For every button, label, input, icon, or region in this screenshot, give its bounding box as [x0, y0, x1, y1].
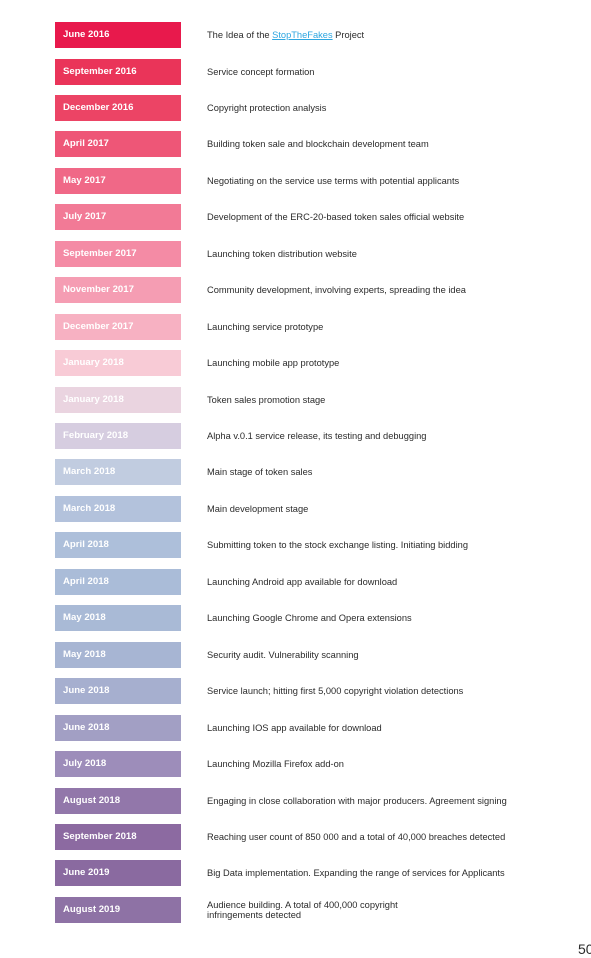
timeline-date-badge: January 2018 — [55, 350, 181, 377]
page-number: 50 — [578, 941, 591, 957]
timeline-date-badge: December 2017 — [55, 313, 181, 340]
timeline-row: April 2018 Submitting token to the stock … — [0, 532, 591, 559]
timeline-date-badge: June 2016 — [55, 22, 181, 48]
timeline-event-text: Launching Mozilla Firefox add-on — [207, 759, 344, 769]
timeline-event-text: Submitting token to the stock exchange l… — [207, 540, 468, 551]
timeline-date-badge: April 2018 — [55, 568, 181, 595]
timeline-event-text: Engaging in close collaboration with maj… — [207, 795, 507, 806]
timeline-row: June 2016 The Idea of the StopTheFakes Pr… — [0, 22, 591, 48]
timeline-row: January 2018 Launching mobile app prototy… — [0, 350, 591, 377]
timeline-event-text: Development of the ERC-20-based token sa… — [207, 212, 465, 223]
timeline-row: December 2017 Launching service prototype — [0, 313, 591, 340]
timeline-event-text: Copyright protection analysis — [207, 102, 327, 113]
timeline-row: September 2018 Reaching user count of 850… — [0, 823, 591, 850]
timeline-row: May 2018 Launching Google Chrome and Oper… — [0, 605, 591, 632]
timeline-event-text: Launching service prototype — [207, 321, 324, 332]
timeline-event-text: Service launch; hitting first 5,000 copy… — [207, 686, 464, 697]
timeline-row: April 2018 Launching Android app availabl… — [0, 568, 591, 595]
timeline-date-badge: May 2018 — [55, 641, 181, 668]
timeline-event-text: Launching Android app available for down… — [207, 576, 398, 587]
timeline-row: April 2017 Building token sale and blockc… — [0, 131, 591, 158]
timeline-row: July 2017 Development of the ERC-20-based… — [0, 204, 591, 231]
timeline-date-badge: November 2017 — [55, 277, 181, 304]
timeline-date-badge: July 2018 — [55, 751, 181, 777]
timeline-date-badge: May 2017 — [55, 167, 181, 194]
timeline-row: August 2019 Audience building. A total of… — [0, 896, 591, 926]
timeline-date-badge: September 2016 — [55, 58, 181, 85]
timeline-row: June 2018 Service launch; hitting first 5… — [0, 678, 591, 705]
timeline-event-text: Launching mobile app prototype — [207, 358, 340, 369]
timeline-date-badge: May 2018 — [55, 605, 181, 632]
timeline-event-text: Audience building. A total of 400,000 co… — [207, 897, 577, 926]
timeline-event-text: Alpha v.0.1 service release, its testing… — [207, 431, 427, 441]
timeline-row: June 2019 Big Data implementation. Expand… — [0, 860, 591, 887]
timeline-event-text: Big Data implementation. Expanding the r… — [207, 868, 505, 879]
timeline-row: June 2018 Launching IOS app available for… — [0, 714, 591, 741]
timeline-date-badge: February 2018 — [55, 423, 181, 449]
timeline-event-text: The Idea of the StopTheFakes Project — [207, 22, 577, 48]
timeline-date-badge: July 2017 — [55, 204, 181, 231]
timeline-row: December 2016 Copyright protection analys… — [0, 94, 591, 121]
timeline-row: May 2017 Negotiating on the service use t… — [0, 167, 591, 194]
timeline-event-text: Reaching user count of 850 000 and a tot… — [207, 831, 506, 842]
event-text-segment: The Idea of the — [207, 30, 273, 40]
timeline-date-badge: April 2018 — [55, 532, 181, 559]
timeline-event-text: Launching token distribution website — [207, 248, 357, 259]
timeline-date-badge: August 2018 — [55, 787, 181, 814]
event-text-line: Audience building. A total of 400,000 co… — [207, 899, 398, 910]
timeline-event-text: Launching Google Chrome and Opera extens… — [207, 613, 412, 624]
timeline-row: May 2018 Security audit. Vulnerability sc… — [0, 641, 591, 668]
timeline-row: March 2018 Main development stage — [0, 495, 591, 522]
timeline-date-badge: June 2018 — [55, 678, 181, 705]
timeline-event-text: Main stage of token sales — [207, 467, 313, 478]
timeline-row: November 2017 Community development, invo… — [0, 277, 591, 304]
timeline-date-badge: March 2018 — [55, 495, 181, 522]
timeline-row: March 2018 Main stage of token sales — [0, 459, 591, 486]
timeline-date-badge: December 2016 — [55, 94, 181, 121]
timeline-row: September 2016 Service concept formation — [0, 58, 591, 85]
timeline-date-badge: January 2018 — [55, 386, 181, 413]
timeline-event-text: Building token sale and blockchain devel… — [207, 139, 429, 150]
timeline-event-text: Negotiating on the service use terms wit… — [207, 175, 460, 186]
timeline-date-badge: September 2017 — [55, 240, 181, 267]
timeline-event-text: Main development stage — [207, 503, 309, 514]
timeline-date-badge: August 2019 — [55, 896, 181, 923]
timeline-row: August 2018 Engaging in close collaborati… — [0, 787, 591, 814]
timeline-event-text: Token sales promotion stage — [207, 394, 326, 405]
timeline-event-text: Launching IOS app available for download — [207, 722, 382, 733]
timeline-row: February 2018 Alpha v.0.1 service release… — [0, 423, 591, 449]
timeline-date-badge: June 2018 — [55, 714, 181, 741]
timeline-event-text: Security audit. Vulnerability scanning — [207, 649, 359, 660]
event-text-segment: Project — [332, 30, 365, 40]
timeline-event-text: Community development, involving experts… — [207, 285, 466, 296]
timeline-row: September 2017 Launching token distributi… — [0, 240, 591, 267]
timeline-event-text: Service concept formation — [207, 66, 315, 77]
timeline-row: January 2018 Token sales promotion stage — [0, 386, 591, 413]
event-text-line: infringements detected — [207, 909, 302, 920]
timeline-date-badge: April 2017 — [55, 131, 181, 158]
timeline-date-badge: September 2018 — [55, 823, 181, 850]
timeline-row: July 2018 Launching Mozilla Firefox add-o… — [0, 751, 591, 777]
timeline-date-badge: June 2019 — [55, 860, 181, 887]
timeline-date-badge: March 2018 — [55, 459, 181, 486]
project-link[interactable]: StopTheFakes — [272, 30, 333, 40]
